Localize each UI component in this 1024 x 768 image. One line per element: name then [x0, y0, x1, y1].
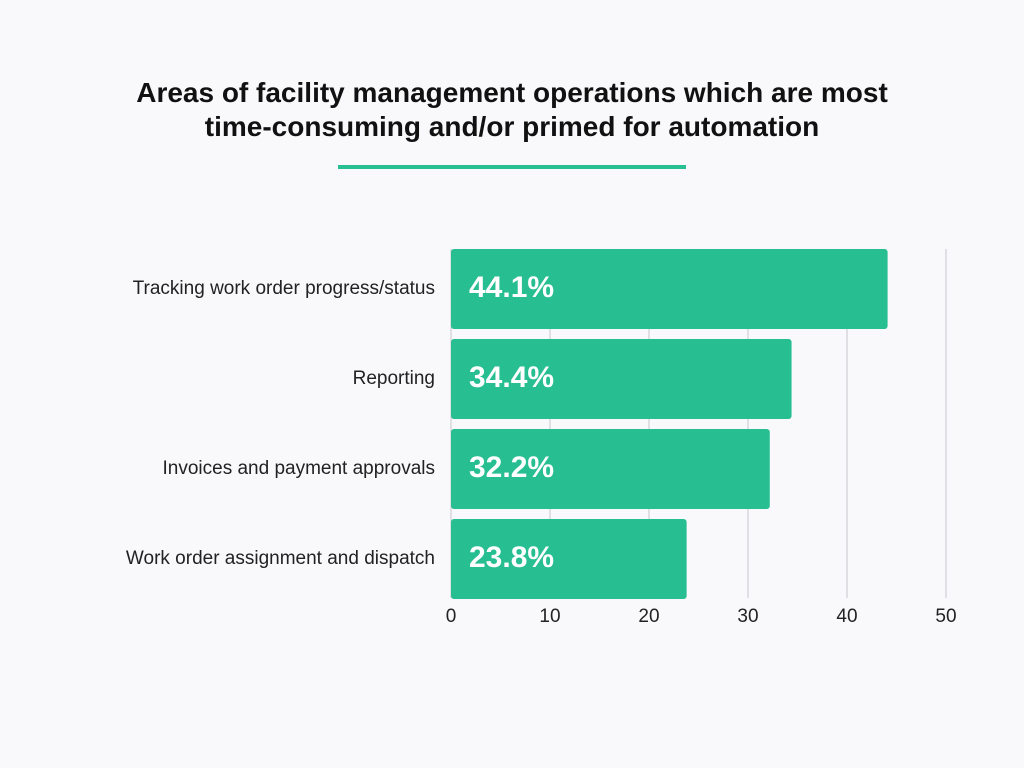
value-label: 44.1%: [469, 271, 554, 304]
bar: [451, 339, 792, 419]
y-tick-label: Work order assignment and dispatch: [126, 548, 435, 569]
value-label: 23.8%: [469, 541, 554, 574]
y-tick-label: Tracking work order progress/status: [133, 278, 435, 299]
x-tick-label: 0: [446, 606, 457, 627]
bar: [451, 249, 888, 329]
value-label: 34.4%: [469, 361, 554, 394]
x-tick-label: 20: [638, 606, 659, 627]
bar: [451, 519, 687, 599]
y-tick-label: Reporting: [353, 368, 435, 389]
x-tick-label: 10: [539, 606, 560, 627]
y-tick-label: Invoices and payment approvals: [163, 458, 436, 479]
x-tick-label: 50: [935, 606, 956, 627]
x-tick-label: 40: [836, 606, 857, 627]
bar: [451, 429, 770, 509]
title-underline: [338, 165, 686, 169]
chart-title: Areas of facility management operations …: [136, 77, 888, 142]
x-tick-label: 30: [737, 606, 758, 627]
value-label: 32.2%: [469, 451, 554, 484]
